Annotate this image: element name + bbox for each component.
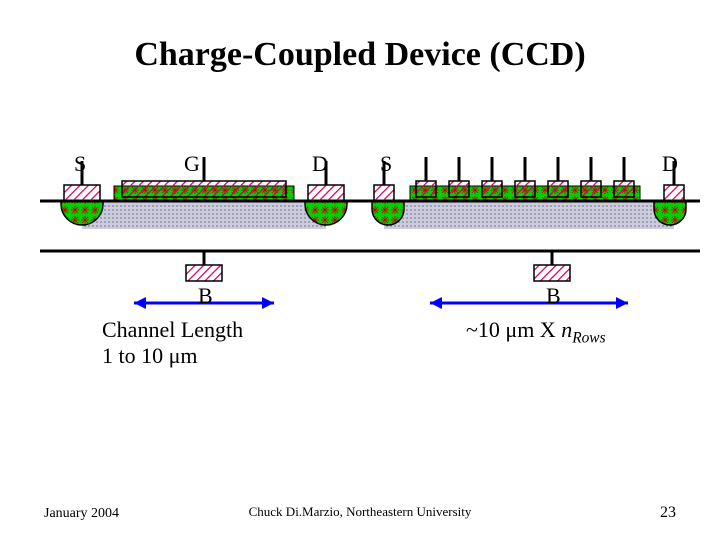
- diagram-label: S: [380, 151, 392, 177]
- diagram-area: SGDBChannel Length1 to 10 μm SDB~10 μm X…: [0, 145, 720, 365]
- diagram-label: D: [662, 151, 678, 177]
- diagram-label: D: [312, 151, 328, 177]
- diagram-label: B: [546, 283, 561, 309]
- footer-page-number: 23: [660, 504, 676, 522]
- right-caption: ~10 μm X nRows: [466, 317, 606, 347]
- right-diagram: S D B ~10 μm X nRows: [370, 145, 690, 400]
- page-title: Charge-Coupled Device (CCD): [0, 0, 720, 74]
- diagram-label: B: [198, 283, 213, 309]
- left-diagram: S G D B Channel Length1 to 10 μm: [60, 145, 350, 400]
- diagram-label: S: [74, 151, 86, 177]
- footer-attribution: Chuck Di.Marzio, Northeastern University: [0, 504, 720, 520]
- left-caption: Channel Length1 to 10 μm: [102, 317, 243, 369]
- diagram-label: G: [184, 151, 200, 177]
